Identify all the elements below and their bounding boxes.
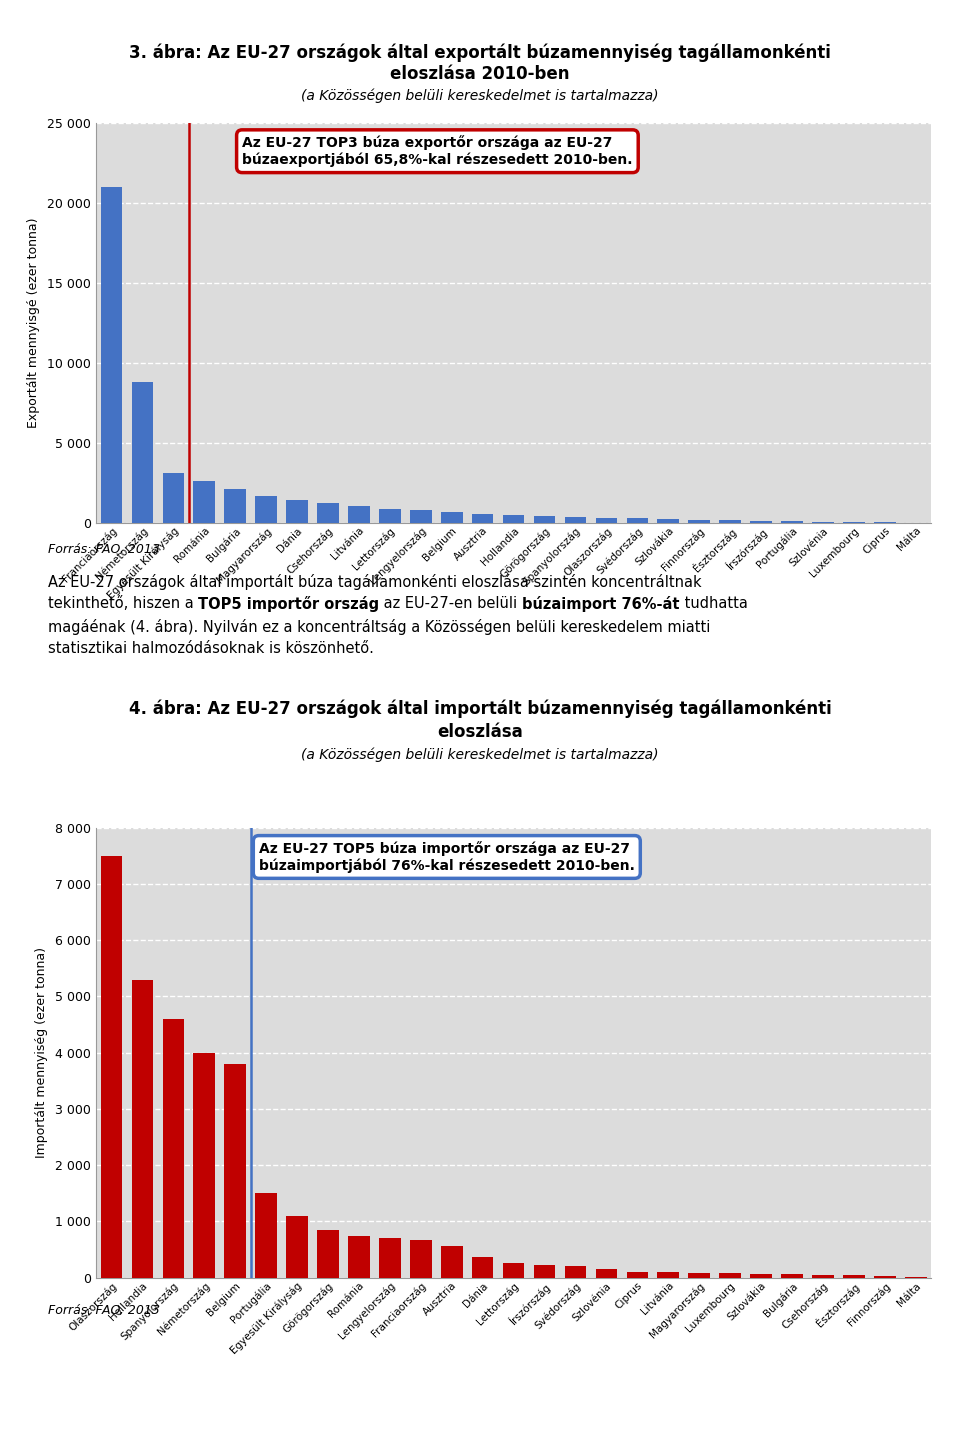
Bar — [162, 473, 184, 523]
Bar — [317, 502, 339, 523]
Bar — [534, 1265, 555, 1278]
Bar — [255, 495, 277, 523]
Bar — [627, 518, 648, 523]
Bar — [781, 1273, 803, 1278]
Bar — [750, 1273, 772, 1278]
Text: Forrás: FAO, 2013: Forrás: FAO, 2013 — [48, 543, 160, 556]
Bar — [348, 1236, 370, 1278]
Bar — [564, 1266, 587, 1278]
Bar — [688, 1273, 710, 1278]
Bar — [595, 517, 617, 523]
Bar — [627, 1272, 648, 1278]
Text: Az EU-27 TOP5 búza importőr országa az EU-27
búzaimportjából 76%-kal részesedett: Az EU-27 TOP5 búza importőr országa az E… — [259, 841, 635, 873]
Text: eloszlása 2010-ben: eloszlása 2010-ben — [391, 65, 569, 83]
Bar — [132, 980, 154, 1278]
Bar — [719, 520, 741, 523]
Bar — [193, 1053, 215, 1278]
Bar — [193, 481, 215, 523]
Y-axis label: Importált mennyiség (ezer tonna): Importált mennyiség (ezer tonna) — [36, 947, 48, 1159]
Bar — [564, 517, 587, 523]
Bar — [503, 515, 524, 523]
Bar — [379, 510, 400, 523]
Bar — [317, 1230, 339, 1278]
Bar — [225, 489, 246, 523]
Y-axis label: Exportált mennyisgé (ezer tonna): Exportált mennyisgé (ezer tonna) — [27, 218, 40, 428]
Bar — [286, 499, 308, 523]
Text: 3. ábra: Az EU-27 országok által exportált búzamennyiség tagállamonkénti: 3. ábra: Az EU-27 országok által exportá… — [129, 44, 831, 62]
Text: tekinthető, hiszen a: tekinthető, hiszen a — [48, 595, 199, 611]
Text: (a Közösségen belüli kereskedelmet is tartalmazza): (a Közösségen belüli kereskedelmet is ta… — [301, 748, 659, 762]
Bar — [225, 1064, 246, 1278]
Bar — [441, 513, 463, 523]
Bar — [162, 1019, 184, 1278]
Bar — [410, 1240, 432, 1278]
Bar — [379, 1239, 400, 1278]
Text: magáénak (4. ábra). Nyilván ez a koncentráltság a Közösségen belüli kereskedelem: magáénak (4. ábra). Nyilván ez a koncent… — [48, 619, 710, 635]
Bar — [534, 515, 555, 523]
Bar — [410, 510, 432, 523]
Bar — [658, 518, 679, 523]
Text: 4. ábra: Az EU-27 országok által importált búzamennyiség tagállamonkénti: 4. ábra: Az EU-27 országok által importá… — [129, 700, 831, 719]
Bar — [471, 514, 493, 523]
Bar — [348, 505, 370, 523]
Bar — [750, 521, 772, 523]
Bar — [874, 1276, 896, 1278]
Text: Az EU-27 országok által importált búza tagállamonkénti eloszlása szintén koncent: Az EU-27 országok által importált búza t… — [48, 574, 702, 590]
Text: Forrás: FAO, 2013: Forrás: FAO, 2013 — [48, 1304, 160, 1317]
Text: Az EU-27 TOP3 búza exportőr országa az EU-27
búzaexportjából 65,8%-kal részesede: Az EU-27 TOP3 búza exportőr országa az E… — [242, 135, 633, 167]
Bar — [688, 520, 710, 523]
Bar — [471, 1257, 493, 1278]
Text: eloszlása: eloszlása — [437, 723, 523, 741]
Bar — [503, 1263, 524, 1278]
Text: tudhatta: tudhatta — [680, 595, 748, 611]
Bar — [595, 1269, 617, 1278]
Bar — [101, 855, 122, 1278]
Text: (a Közösségen belüli kereskedelmet is tartalmazza): (a Közösségen belüli kereskedelmet is ta… — [301, 89, 659, 103]
Bar — [101, 187, 122, 523]
Bar — [286, 1215, 308, 1278]
Text: búzaimport 76%-át: búzaimport 76%-át — [522, 595, 680, 613]
Bar — [441, 1246, 463, 1278]
Text: az EU-27-en belüli: az EU-27-en belüli — [379, 595, 522, 611]
Bar — [781, 521, 803, 523]
Bar — [812, 1275, 833, 1278]
Text: statisztikai halmozódásoknak is köszönhető.: statisztikai halmozódásoknak is köszönhe… — [48, 640, 373, 656]
Bar — [658, 1272, 679, 1278]
Bar — [255, 1194, 277, 1278]
Bar — [843, 1275, 865, 1278]
Bar — [132, 382, 154, 523]
Text: TOP5 importőr ország: TOP5 importőr ország — [199, 595, 379, 613]
Bar — [719, 1273, 741, 1278]
